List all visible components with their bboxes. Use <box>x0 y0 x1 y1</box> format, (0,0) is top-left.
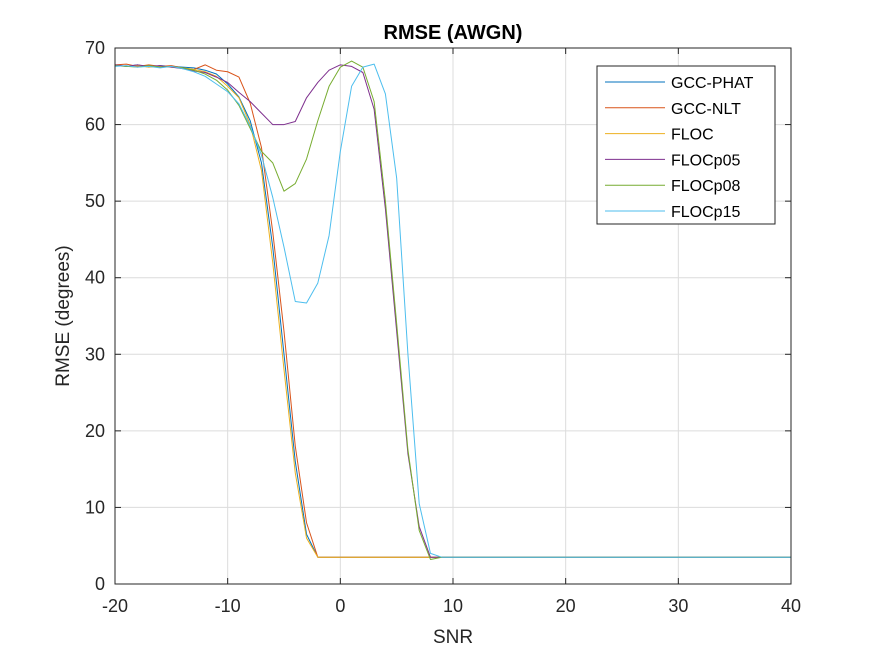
x-tick-label: 30 <box>668 596 688 616</box>
legend-box <box>596 65 776 225</box>
y-tick-label: 30 <box>85 344 105 364</box>
y-tick-label: 70 <box>85 38 105 58</box>
chart-title: RMSE (AWGN) <box>384 22 523 44</box>
series-layer <box>114 60 791 560</box>
y-tick-label: 60 <box>85 115 105 135</box>
legend-label: FLOCp05 <box>671 152 740 169</box>
y-tick-label: 0 <box>95 574 105 594</box>
legend-label: GCC-PHAT <box>671 75 754 92</box>
ticks: -20 -10 0 10 20 30 40 0 10 20 30 40 50 60 70 <box>85 38 801 616</box>
legend-label: FLOCp08 <box>671 178 740 195</box>
y-tick-label: 50 <box>85 191 105 211</box>
legend-label: GCC-NLT <box>671 101 741 118</box>
series-line-flocp15 <box>114 63 791 558</box>
x-axis-label: SNR <box>433 627 473 648</box>
x-tick-label: 0 <box>335 596 345 616</box>
x-tick-label: 40 <box>781 596 801 616</box>
y-tick-label: 10 <box>85 497 105 517</box>
x-tick-label: -20 <box>102 596 128 616</box>
x-tick-label: -10 <box>215 596 241 616</box>
legend-label: FLOCp15 <box>671 204 740 221</box>
legend: GCC-PHAT GCC-NLT FLOC FLOCp05 FLOCp08 FLOCp15 <box>596 65 776 225</box>
y-tick-label: 40 <box>85 268 105 288</box>
x-tick-label: 10 <box>443 596 463 616</box>
legend-label: FLOC <box>671 127 714 144</box>
y-axis-label: RMSE (degrees) <box>53 245 74 387</box>
y-tick-label: 20 <box>85 421 105 441</box>
x-tick-label: 20 <box>556 596 576 616</box>
